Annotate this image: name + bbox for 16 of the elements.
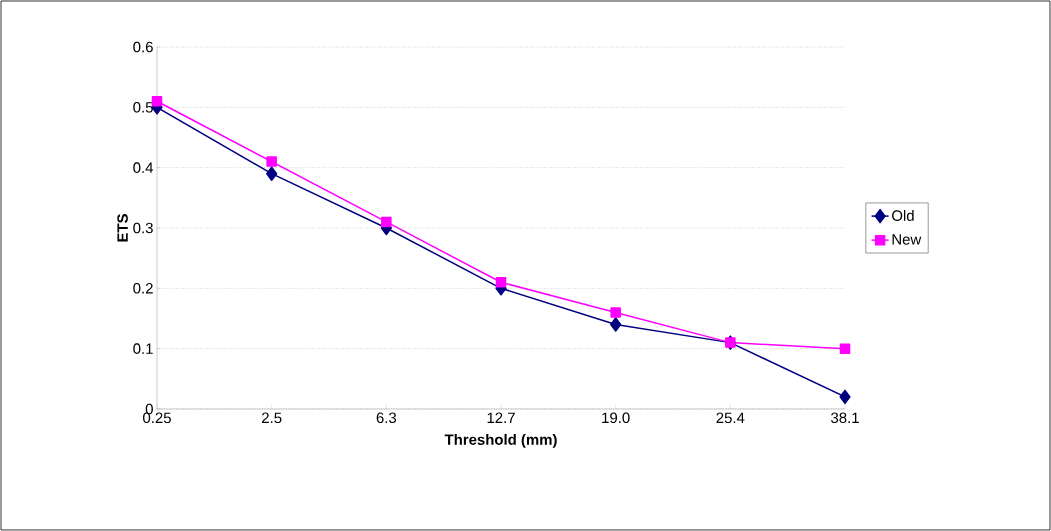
x-tick-label: 2.5 [262,412,282,424]
y-tick-label: 0.4 [133,162,154,173]
x-tick-label: 6.3 [376,412,397,424]
y-tick-label: 0.1 [133,343,153,354]
x-tick-label: 25.4 [716,412,745,424]
y-tick-label: 0.5 [133,102,153,113]
y-tick-label: 0.6 [133,41,153,53]
x-tick-label: 19.0 [602,412,630,424]
y-tick-label: 0.3 [133,222,153,234]
y-axis-title: ETS [117,214,128,242]
y-tick-label: 0.2 [133,283,153,294]
legend-label: New [892,234,922,245]
legend-label: Old [892,209,914,221]
x-tick-label: 12.7 [487,412,515,423]
x-tick-label: 38.1 [831,412,859,424]
x-axis-title: Threshold (mm) [444,433,557,448]
